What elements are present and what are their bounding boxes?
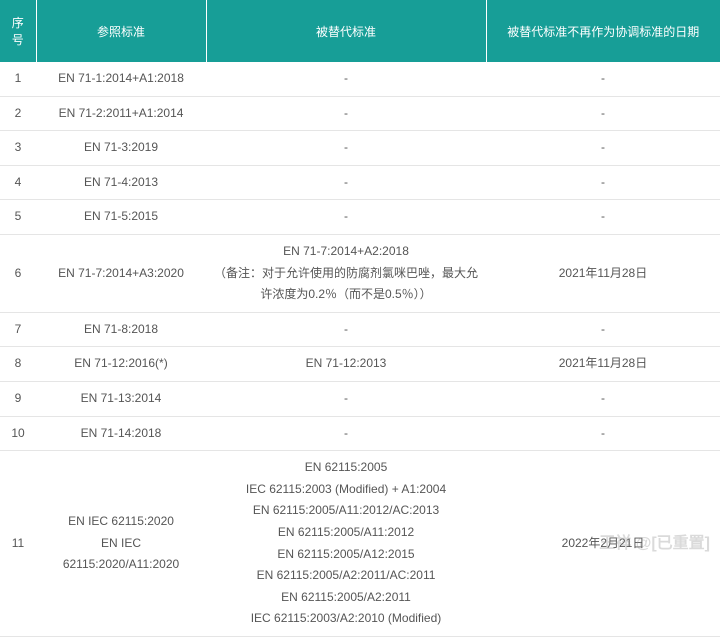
standards-table: 序号 参照标准 被替代标准 被替代标准不再作为协调标准的日期 1EN 71-1:… [0, 0, 720, 637]
cell-seq: 5 [0, 200, 36, 235]
col-header-seq: 序号 [0, 0, 36, 62]
cell-seq: 8 [0, 347, 36, 382]
table-row: 10EN 71-14:2018-- [0, 416, 720, 451]
cell-ref: EN 71-3:2019 [36, 131, 206, 166]
cell-date: - [486, 416, 720, 451]
cell-replaced: - [206, 131, 486, 166]
cell-replaced: EN 62115:2005 IEC 62115:2003 (Modified) … [206, 451, 486, 637]
cell-seq: 9 [0, 381, 36, 416]
cell-ref: EN 71-5:2015 [36, 200, 206, 235]
cell-ref: EN 71-1:2014+A1:2018 [36, 62, 206, 96]
table-row: 1EN 71-1:2014+A1:2018-- [0, 62, 720, 96]
cell-seq: 4 [0, 165, 36, 200]
table-body: 1EN 71-1:2014+A1:2018-- 2EN 71-2:2011+A1… [0, 62, 720, 636]
table-row: 6EN 71-7:2014+A3:2020EN 71-7:2014+A2:201… [0, 234, 720, 312]
cell-seq: 11 [0, 451, 36, 637]
col-header-ref: 参照标准 [36, 0, 206, 62]
cell-replaced: EN 71-7:2014+A2:2018 （备注：对于允许使用的防腐剂氯咪巴唑，… [206, 234, 486, 312]
cell-ref: EN 71-14:2018 [36, 416, 206, 451]
cell-ref: EN 71-4:2013 [36, 165, 206, 200]
cell-seq: 2 [0, 96, 36, 131]
cell-date: 2022年2月21日 [486, 451, 720, 637]
table-row: 9EN 71-13:2014-- [0, 381, 720, 416]
cell-date: - [486, 200, 720, 235]
cell-replaced: - [206, 312, 486, 347]
col-header-date: 被替代标准不再作为协调标准的日期 [486, 0, 720, 62]
cell-ref: EN IEC 62115:2020 EN IEC 62115:2020/A11:… [36, 451, 206, 637]
col-header-replaced: 被替代标准 [206, 0, 486, 62]
table-row: 3EN 71-3:2019-- [0, 131, 720, 166]
table-header: 序号 参照标准 被替代标准 被替代标准不再作为协调标准的日期 [0, 0, 720, 62]
table-row: 2EN 71-2:2011+A1:2014-- [0, 96, 720, 131]
cell-replaced: - [206, 381, 486, 416]
table-row: 4EN 71-4:2013-- [0, 165, 720, 200]
cell-date: - [486, 312, 720, 347]
cell-date: - [486, 62, 720, 96]
table-row: 8EN 71-12:2016(*)EN 71-12:20132021年11月28… [0, 347, 720, 382]
cell-ref: EN 71-12:2016(*) [36, 347, 206, 382]
cell-date: 2021年11月28日 [486, 234, 720, 312]
cell-seq: 7 [0, 312, 36, 347]
table-row: 5EN 71-5:2015-- [0, 200, 720, 235]
table-row: 11EN IEC 62115:2020 EN IEC 62115:2020/A1… [0, 451, 720, 637]
cell-replaced: - [206, 62, 486, 96]
table-row: 7EN 71-8:2018-- [0, 312, 720, 347]
cell-seq: 1 [0, 62, 36, 96]
cell-replaced: - [206, 96, 486, 131]
cell-ref: EN 71-7:2014+A3:2020 [36, 234, 206, 312]
cell-date: - [486, 96, 720, 131]
cell-replaced: - [206, 200, 486, 235]
cell-date: - [486, 381, 720, 416]
cell-replaced: - [206, 165, 486, 200]
cell-date: 2021年11月28日 [486, 347, 720, 382]
cell-seq: 3 [0, 131, 36, 166]
cell-ref: EN 71-13:2014 [36, 381, 206, 416]
cell-ref: EN 71-8:2018 [36, 312, 206, 347]
cell-replaced: - [206, 416, 486, 451]
cell-date: - [486, 131, 720, 166]
cell-seq: 6 [0, 234, 36, 312]
cell-date: - [486, 165, 720, 200]
cell-replaced: EN 71-12:2013 [206, 347, 486, 382]
cell-ref: EN 71-2:2011+A1:2014 [36, 96, 206, 131]
cell-seq: 10 [0, 416, 36, 451]
